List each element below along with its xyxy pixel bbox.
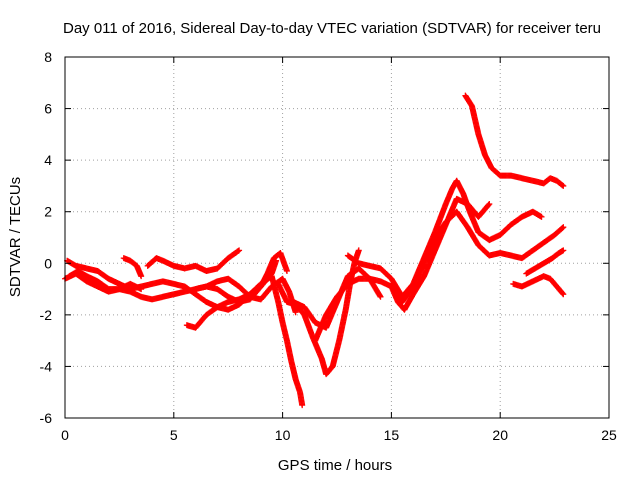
series-arc-3 [62, 270, 145, 295]
data-point [486, 200, 493, 207]
data-point [485, 201, 492, 208]
data-point [377, 293, 384, 300]
data-point [292, 309, 299, 316]
y-tick-label: 6 [44, 101, 52, 117]
x-tick-label: 25 [601, 427, 617, 443]
ticks: 0 5 10 15 20 25 -6 -4 -2 0 2 4 6 8 [40, 49, 617, 443]
data-point [559, 224, 566, 231]
y-tick-label: 0 [44, 255, 52, 271]
y-tick-label: -2 [40, 307, 53, 323]
data-point [560, 182, 567, 189]
x-tick-label: 20 [492, 427, 508, 443]
data-point [236, 247, 243, 254]
x-tick-label: 10 [275, 427, 291, 443]
x-tick-label: 0 [61, 427, 69, 443]
chart-title: Day 011 of 2016, Sidereal Day-to-day VTE… [63, 20, 601, 37]
series-arc-5 [144, 247, 243, 275]
data-point [559, 290, 566, 297]
data-point [538, 213, 545, 220]
series-arc-12 [388, 208, 567, 305]
data-point [560, 224, 567, 231]
grid [65, 57, 609, 418]
series-arc-15 [523, 247, 567, 277]
y-tick-label: 4 [44, 152, 52, 168]
y-tick-label: 8 [44, 49, 52, 65]
x-tick-label: 15 [384, 427, 400, 443]
data-point [138, 286, 145, 293]
plot-frame [64, 56, 610, 419]
series-arc-6 [183, 249, 290, 331]
data-point [560, 247, 567, 254]
x-tick-label: 5 [170, 427, 178, 443]
y-tick-label: -6 [40, 410, 53, 426]
data-point [299, 402, 306, 409]
data-point [283, 268, 290, 275]
data-point [355, 247, 362, 254]
data-layer [62, 92, 567, 409]
series-arc-14 [510, 273, 567, 298]
series-arc-13 [462, 92, 567, 189]
data-point [559, 182, 566, 189]
y-axis-title: SDTVAR / TECUs [7, 177, 24, 297]
y-tick-label: -4 [40, 358, 53, 374]
data-point [560, 291, 567, 298]
series-arc-7 [192, 275, 299, 316]
data-point [138, 273, 145, 280]
series-arc-8 [275, 247, 362, 378]
x-axis-title: GPS time / hours [278, 457, 392, 474]
series-arc-4 [120, 255, 145, 280]
y-tick-label: 2 [44, 204, 52, 220]
